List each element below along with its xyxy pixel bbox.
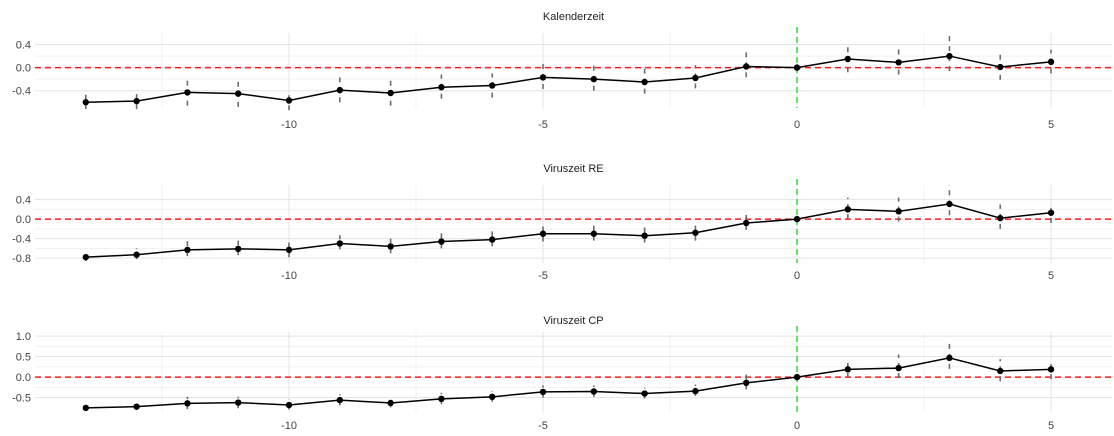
panel-3-data-point bbox=[895, 364, 902, 372]
panel-2-x-tick-label: -5 bbox=[538, 270, 548, 282]
panel-2-y-tick-label: -0.4 bbox=[12, 234, 31, 246]
panel-3-x-tick-label: 0 bbox=[794, 420, 800, 432]
panel-3-data-point bbox=[1047, 366, 1055, 373]
panel-1-data-point bbox=[895, 59, 902, 66]
panel-1-y-tick-label: -0.4 bbox=[12, 86, 31, 98]
panel-1-data-point bbox=[793, 64, 801, 71]
panel-1-data-point bbox=[1047, 58, 1055, 66]
panel-1-y-tick-label: 0.4 bbox=[16, 40, 31, 52]
panel-3-data-point bbox=[82, 404, 90, 412]
panel-2-data-point bbox=[489, 236, 496, 243]
panel-3-data-point bbox=[590, 388, 598, 395]
panel-2-data-point bbox=[336, 240, 344, 247]
panel-1-title: Kalenderzeit bbox=[543, 11, 604, 23]
panel-2-y-tick-label: 0.4 bbox=[16, 195, 31, 207]
panel-1-series-line bbox=[85, 55, 1052, 103]
panel-3-data-point bbox=[793, 373, 801, 381]
panel-1-data-point bbox=[743, 63, 750, 70]
panel-3-title: Viruszeit CP bbox=[543, 315, 603, 327]
panel-3-data-point bbox=[285, 401, 293, 409]
panel-1-data-point bbox=[438, 84, 445, 91]
panel-2-data-point bbox=[133, 251, 140, 258]
panel-1-data-point bbox=[82, 99, 90, 106]
panel-1-data-point bbox=[641, 78, 648, 86]
panel-1-data-point bbox=[539, 74, 547, 81]
panel-2-data-point bbox=[539, 230, 547, 237]
panel-2-y-tick-label: 0.0 bbox=[16, 214, 31, 226]
panel-3-data-point bbox=[743, 379, 750, 387]
panel-1-data-point bbox=[336, 86, 344, 94]
panel-3-data-point bbox=[235, 399, 242, 406]
panel-1-data-point bbox=[133, 97, 140, 105]
panel-3-y-tick-label: -0.5 bbox=[12, 393, 31, 405]
panel-2-data-point bbox=[82, 253, 90, 261]
panel-3-data-point bbox=[997, 367, 1004, 375]
panel-2-x-tick-label: 0 bbox=[794, 270, 800, 282]
panel-3-y-tick-label: 0.0 bbox=[16, 372, 31, 384]
panel-3-data-point bbox=[387, 399, 394, 407]
panel-2-data-point bbox=[438, 238, 445, 245]
panel-2-y-tick-label: -0.8 bbox=[12, 253, 31, 265]
panel-2-data-point bbox=[844, 206, 852, 213]
panel-3-data-point bbox=[946, 354, 953, 362]
panel-1-data-point bbox=[387, 89, 394, 97]
panel-3-data-point bbox=[489, 393, 496, 401]
panel-3-y-tick-label: 1.0 bbox=[16, 331, 31, 343]
panel-1-data-point bbox=[590, 75, 598, 83]
panel-2-series-line bbox=[85, 203, 1052, 258]
panel-1-data-point bbox=[692, 74, 699, 82]
panel-2-data-point bbox=[946, 200, 953, 208]
panel-3-series-line bbox=[85, 357, 1052, 409]
panel-1-x-tick-label: 5 bbox=[1048, 119, 1054, 131]
panel-2-data-point bbox=[793, 215, 801, 223]
panel-1-x-tick-label: -10 bbox=[281, 119, 297, 131]
panel-2-data-point bbox=[641, 232, 648, 239]
panel-2-data-point bbox=[743, 219, 750, 227]
panel-1-data-point bbox=[997, 63, 1004, 71]
panel-2-x-tick-label: -10 bbox=[281, 270, 297, 282]
panel-2-data-point bbox=[387, 243, 394, 250]
panel-1-x-tick-label: -5 bbox=[538, 119, 548, 131]
panel-1-data-point bbox=[489, 82, 496, 89]
panel-2-data-point bbox=[590, 230, 598, 237]
panel-2-data-point bbox=[692, 229, 699, 236]
panel-3-data-point bbox=[539, 388, 547, 396]
panel-1-data-point bbox=[235, 90, 242, 97]
panel-3-y-tick-label: 0.5 bbox=[16, 352, 31, 364]
panel-3-data-point bbox=[184, 400, 191, 407]
panel-3-x-tick-label: -10 bbox=[281, 420, 297, 432]
panel-3-x-tick-label: 5 bbox=[1048, 420, 1054, 432]
panel-2-data-point bbox=[285, 246, 293, 254]
panel-1-data-point bbox=[946, 52, 953, 60]
panel-3-data-point bbox=[641, 390, 648, 397]
panel-2-data-point bbox=[235, 245, 242, 253]
panel-2-data-point bbox=[895, 208, 902, 215]
panel-1-y-tick-label: 0.0 bbox=[16, 63, 31, 75]
panel-1-data-point bbox=[285, 97, 293, 104]
panel-2-title: Viruszeit RE bbox=[543, 163, 603, 175]
panel-2-data-point bbox=[1047, 209, 1055, 216]
panel-2-data-point bbox=[184, 246, 191, 254]
panel-3-data-point bbox=[844, 366, 852, 373]
panel-3-data-point bbox=[692, 387, 699, 395]
panel-1-data-point bbox=[844, 55, 852, 63]
panel-2-data-point bbox=[997, 214, 1004, 222]
panel-3-x-tick-label: -5 bbox=[538, 420, 548, 432]
panel-2-x-tick-label: 5 bbox=[1048, 270, 1054, 282]
panel-3-data-point bbox=[336, 396, 344, 404]
panel-3-data-point bbox=[438, 395, 445, 403]
panel-1-data-point bbox=[184, 89, 191, 96]
panel-1-x-tick-label: 0 bbox=[794, 119, 800, 131]
panel-3-data-point bbox=[133, 403, 140, 410]
